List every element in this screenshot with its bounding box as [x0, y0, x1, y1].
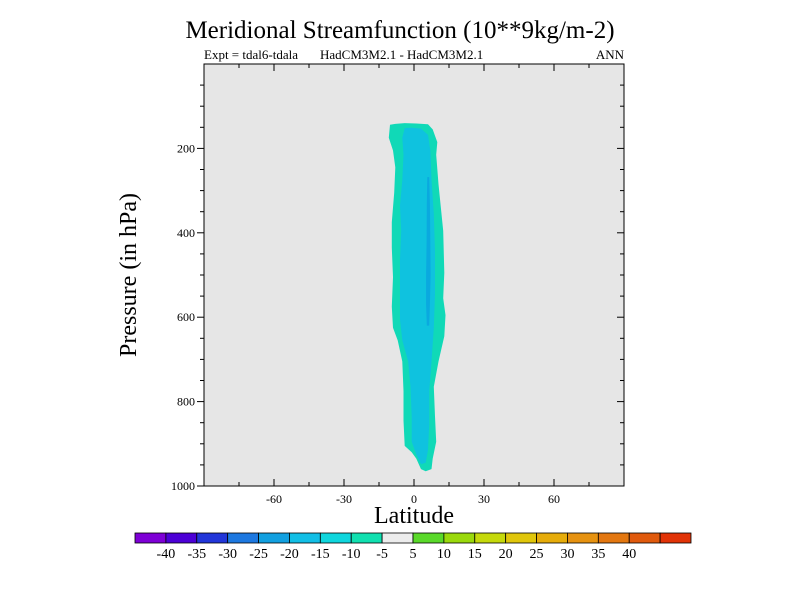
y-tick-label: 200 — [177, 141, 195, 155]
colorbar-swatch — [289, 532, 321, 544]
y-tick-labels: 200 400 600 800 1000 — [171, 141, 195, 493]
colorbar-swatch — [134, 532, 167, 544]
colorbar-swatch — [196, 532, 229, 544]
x-tick-label: -30 — [336, 492, 352, 506]
colorbar-label: -35 — [187, 547, 206, 562]
colorbar-label: -10 — [342, 547, 361, 562]
chart-title: Meridional Streamfunction (10**9kg/m-2) — [185, 17, 615, 44]
colorbar-labels: -40 -35 -30 -25 -20 -15 -10 -5 5 10 15 20 25 30 35 40 — [157, 547, 637, 562]
y-axis-label: Pressure (in hPa) — [116, 193, 142, 357]
x-tick-label: 60 — [548, 492, 560, 506]
colorbar-label: 20 — [499, 547, 513, 562]
experiment-label: Expt = tdal6-tdala — [204, 47, 298, 62]
colorbar-swatch — [319, 532, 352, 544]
colorbar-swatch — [412, 532, 445, 544]
colorbar-swatch — [597, 532, 630, 544]
x-tick-label: 30 — [478, 492, 490, 506]
colorbar-label: 40 — [622, 547, 636, 562]
colorbar-label: 5 — [410, 547, 417, 562]
colorbar-label: -20 — [280, 547, 299, 562]
colorbar-swatch — [628, 532, 661, 544]
colorbar-label: 35 — [591, 547, 605, 562]
colorbar — [134, 532, 692, 544]
y-tick-label: 1000 — [171, 479, 195, 493]
colorbar-label: 10 — [437, 547, 451, 562]
colorbar-label: -30 — [218, 547, 237, 562]
colorbar-swatch — [381, 532, 414, 544]
colorbar-swatch — [258, 532, 290, 544]
colorbar-label: -5 — [376, 547, 388, 562]
colorbar-swatch — [567, 532, 599, 544]
contour-regions — [388, 123, 446, 472]
colorbar-label: 25 — [530, 547, 544, 562]
season-label: ANN — [595, 47, 624, 62]
axis-ticks — [197, 64, 624, 487]
colorbar-label: -15 — [311, 547, 330, 562]
y-tick-label: 600 — [177, 310, 195, 324]
x-tick-labels: -60 -30 0 30 60 — [266, 492, 560, 506]
colorbar-swatch — [227, 532, 259, 544]
colorbar-label: -25 — [249, 547, 268, 562]
y-tick-label: 400 — [177, 226, 195, 240]
colorbar-swatch — [659, 532, 692, 544]
colorbar-swatch — [505, 532, 537, 544]
colorbar-label: -40 — [157, 547, 176, 562]
colorbar-label: 15 — [468, 547, 482, 562]
y-tick-label: 800 — [177, 395, 195, 409]
inner-contour-region — [426, 177, 431, 326]
colorbar-swatch — [443, 532, 476, 544]
colorbar-label: 30 — [560, 547, 574, 562]
plot-area — [203, 63, 625, 487]
x-axis-label: Latitude — [374, 503, 454, 529]
middle-contour-region — [400, 127, 435, 465]
colorbar-swatch — [350, 532, 383, 544]
x-tick-label: -60 — [266, 492, 282, 506]
colorbar-swatch — [165, 532, 198, 544]
x-tick-label: 0 — [411, 492, 417, 506]
model-comparison-label: HadCM3M2.1 - HadCM3M2.1 — [320, 47, 484, 62]
colorbar-swatch — [474, 532, 507, 544]
colorbar-swatch — [536, 532, 568, 544]
